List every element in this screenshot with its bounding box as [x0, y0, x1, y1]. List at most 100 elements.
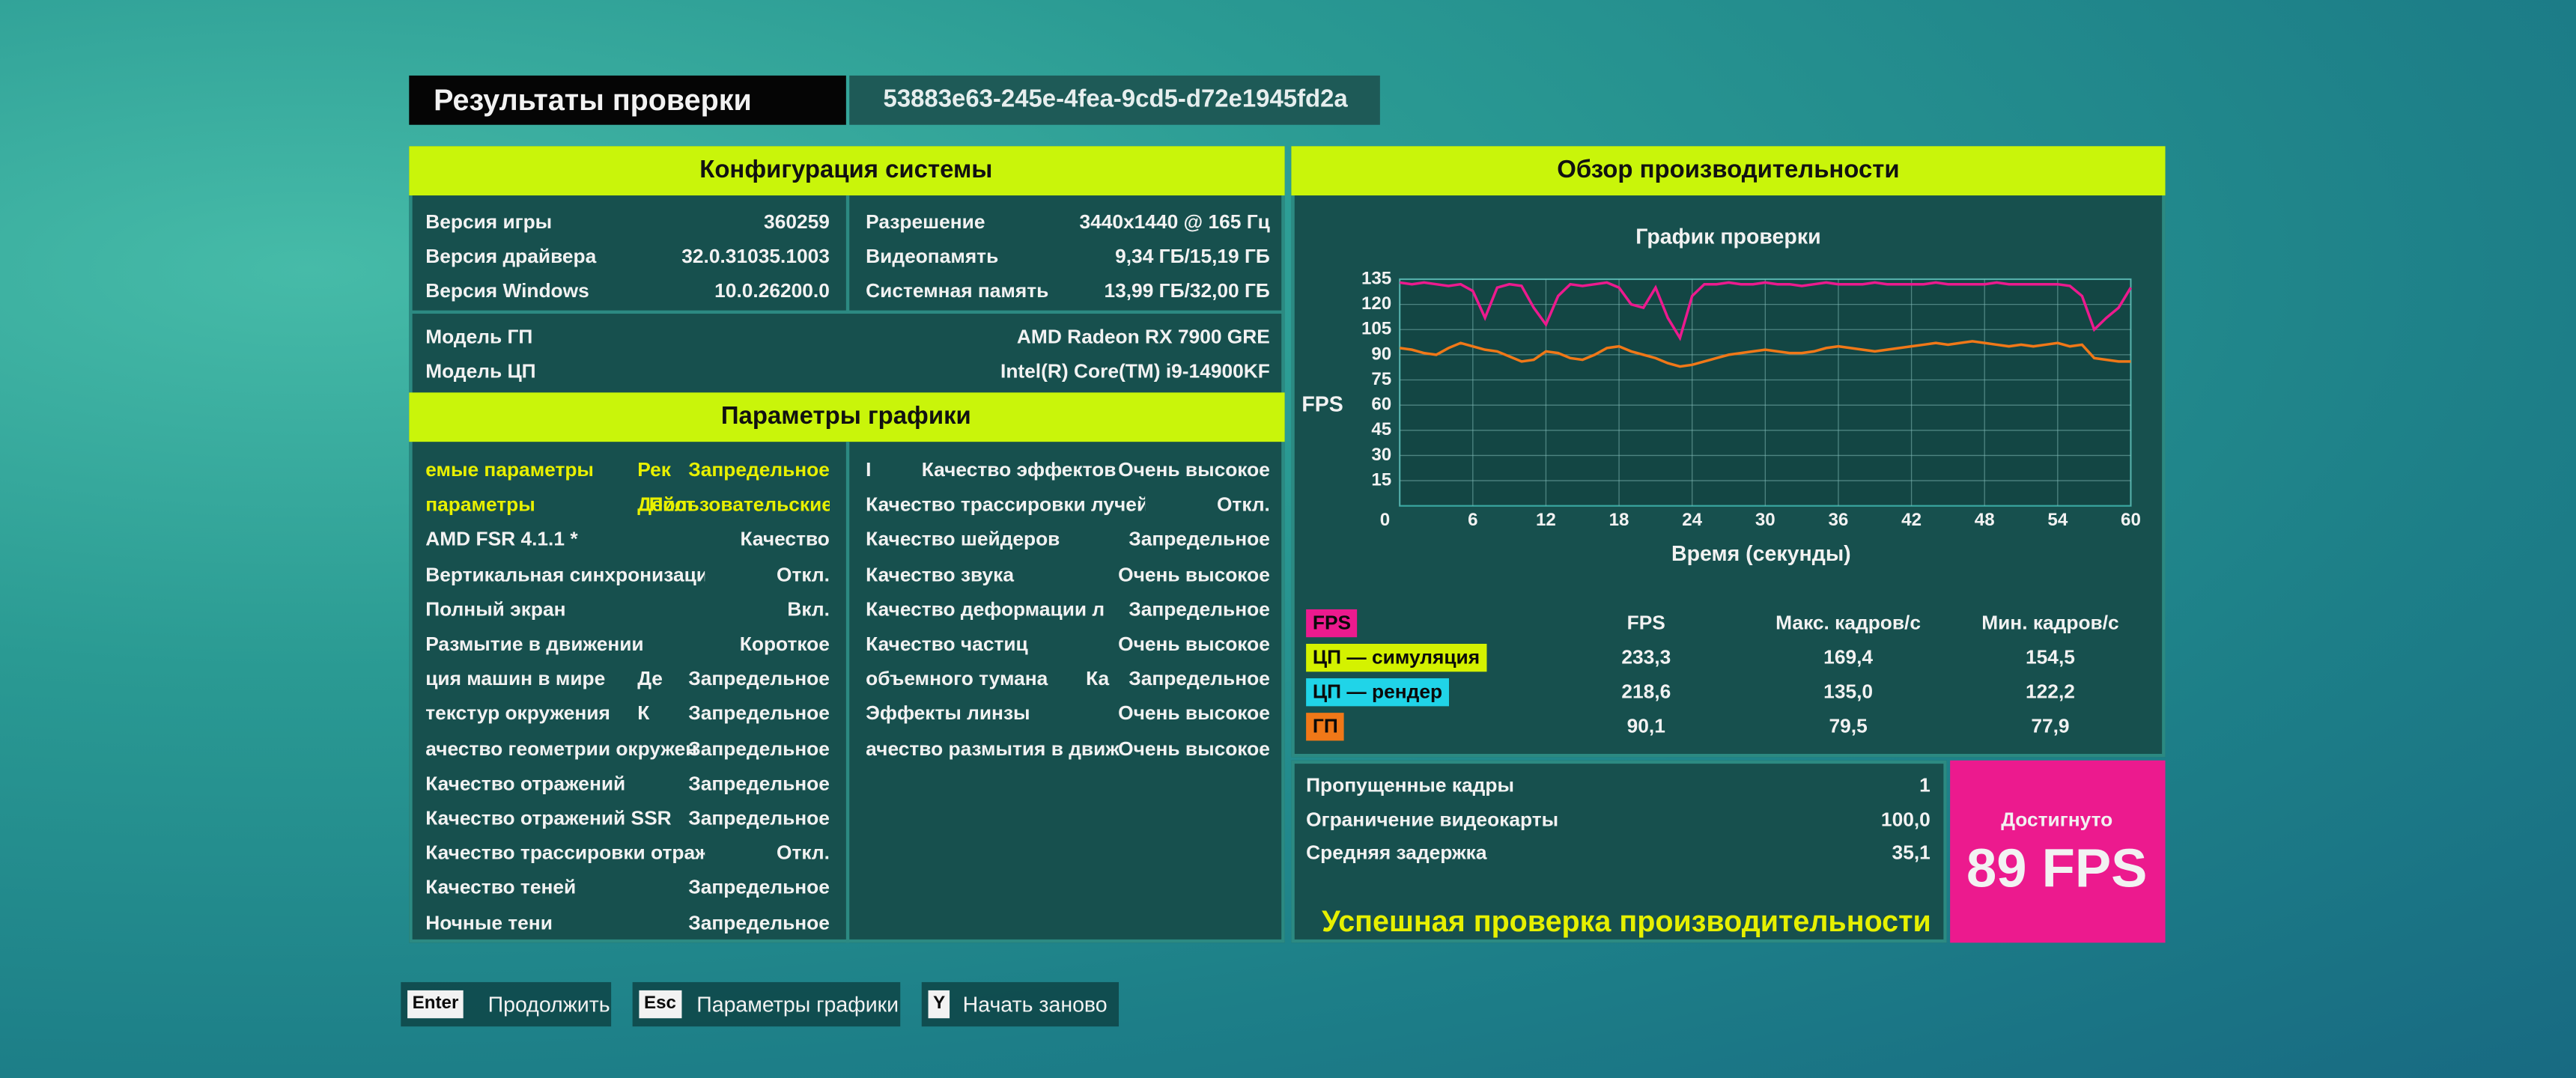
setting-label: Качество трассировки лучей SSGI — [866, 493, 1146, 517]
legend-chip: ГП — [1306, 712, 1345, 740]
divider — [409, 310, 1285, 314]
stats-value: 79,5 — [1829, 714, 1868, 738]
y-tick-label: 30 — [1371, 445, 1391, 465]
setting-value: Запредельное — [1128, 597, 1270, 621]
title-box — [409, 75, 846, 125]
divider — [845, 442, 850, 943]
config-label: Версия Windows — [425, 278, 589, 302]
setting-label: Качество трассировки отражений — [425, 841, 705, 865]
config-value: 10.0.26200.0 — [714, 278, 830, 302]
status-text: Успешная проверка производительности — [1322, 904, 1931, 938]
config-label: Системная память — [866, 278, 1049, 302]
setting-value: Запредельное — [688, 771, 830, 795]
section-title: Обзор производительности — [1557, 156, 1900, 184]
section-title: Конфигурация системы — [699, 156, 993, 184]
config-value: 9,34 ГБ/15,19 ГБ — [1115, 244, 1270, 268]
config-value: 32.0.31035.1003 — [681, 244, 830, 268]
header-band — [409, 146, 1285, 196]
chart-title: График проверки — [1635, 225, 1820, 249]
setting-label: Качество шейдеров — [866, 528, 1060, 551]
x-tick-label: 48 — [1975, 510, 1995, 530]
setting-label: ачество геометрии окружен — [425, 737, 698, 760]
setting-label: Размытие в движении — [425, 632, 644, 656]
key-hint: Y — [928, 990, 950, 1019]
config-label: Версия драйвера — [425, 244, 597, 268]
x-tick-label: 24 — [1682, 510, 1702, 530]
setting-label: параметры — [425, 493, 535, 517]
config-value: 13,99 ГБ/32,00 ГБ — [1104, 278, 1270, 302]
setting-label: емые параметры — [425, 458, 594, 481]
y-tick-label: 135 — [1361, 268, 1391, 288]
x-tick-label: 6 — [1468, 510, 1477, 530]
stats-value: 154,5 — [2026, 645, 2075, 669]
summary-panel — [1291, 760, 1947, 943]
section-title: Параметры графики — [720, 402, 971, 430]
config-label: Видеопамять — [866, 244, 999, 268]
setting-value: Откл. — [1216, 493, 1270, 517]
button-label: Параметры графики — [696, 991, 899, 1016]
stats-header: Макс. кадров/с — [1775, 611, 1922, 634]
stats-value: 122,2 — [2026, 680, 2075, 703]
x-tick-label: 42 — [1901, 510, 1922, 530]
y-tick-label: 15 — [1371, 469, 1391, 490]
y-tick-label: 120 — [1361, 293, 1391, 314]
setting-label: текстур окружения — [425, 701, 610, 725]
setting-value: Запредельное — [688, 458, 830, 481]
stats-value: 233,3 — [1621, 645, 1671, 669]
setting-label: Де — [637, 667, 663, 690]
y-tick-label: 45 — [1371, 419, 1391, 439]
stats-value: 135,0 — [1823, 680, 1874, 703]
summary-value: 35,1 — [1892, 841, 1931, 864]
setting-value: Качество — [740, 528, 830, 551]
result-label: Достигнуто — [2001, 808, 2113, 832]
footer-button[interactable] — [921, 981, 1120, 1027]
key-hint: Esc — [639, 990, 681, 1019]
stats-value: 169,4 — [1823, 645, 1874, 669]
setting-value: Очень высокое — [1118, 562, 1270, 586]
run-id: 53883e63-245e-4fea-9cd5-d72e1945fd2a — [883, 85, 1348, 114]
x-tick-label: 0 — [1380, 510, 1390, 530]
legend-chip: ЦП — симуляция — [1306, 642, 1486, 672]
setting-label: Рек — [637, 458, 671, 481]
stats-header: FPS — [1626, 611, 1665, 634]
setting-label: Эффекты линзы — [866, 701, 1030, 725]
summary-label: Средняя задержка — [1306, 841, 1487, 864]
setting-label: Качество деформации л — [866, 597, 1105, 621]
config-value: AMD Radeon RX 7900 GRE — [1016, 325, 1270, 349]
setting-value: Вкл. — [787, 597, 830, 621]
setting-value: Откл. — [776, 562, 830, 586]
setting-value: Запредельное — [1128, 667, 1270, 690]
id-box — [849, 75, 1380, 125]
setting-label: К — [637, 701, 650, 725]
header-band — [409, 392, 1285, 442]
y-tick-label: 60 — [1371, 395, 1391, 415]
header-band — [1291, 146, 2166, 196]
setting-label: Качество эффектов — [921, 458, 1117, 481]
setting-value: Запредельное — [688, 910, 830, 934]
button-label: Начать заново — [962, 991, 1108, 1016]
setting-label: ция машин в мире — [425, 667, 606, 690]
result-value: 89 FPS — [1966, 837, 2148, 899]
page-title: Результаты проверки — [434, 83, 752, 117]
divider — [845, 195, 850, 312]
setting-label: Полный экран — [425, 597, 566, 621]
summary-value: 1 — [1919, 773, 1931, 797]
setting-label: Качество звука — [866, 562, 1015, 586]
result-panel — [1950, 760, 2166, 943]
stats-header: Мин. кадров/с — [1981, 611, 2119, 634]
x-tick-label: 12 — [1536, 510, 1556, 530]
setting-value: Очень высокое — [1118, 701, 1270, 725]
setting-value: Запредельное — [1128, 528, 1270, 551]
stats-value: 77,9 — [2031, 714, 2070, 738]
setting-value: Запредельное — [688, 737, 830, 760]
setting-label: Качество отражений — [425, 771, 626, 795]
legend-chip: ЦП — рендер — [1306, 677, 1449, 706]
x-tick-label: 30 — [1755, 510, 1775, 530]
setting-value: Откл. — [776, 841, 830, 865]
button-label: Продолжить — [487, 991, 610, 1016]
x-tick-label: 54 — [2047, 510, 2068, 530]
setting-label: Вертикальная синхронизация — [425, 562, 705, 586]
